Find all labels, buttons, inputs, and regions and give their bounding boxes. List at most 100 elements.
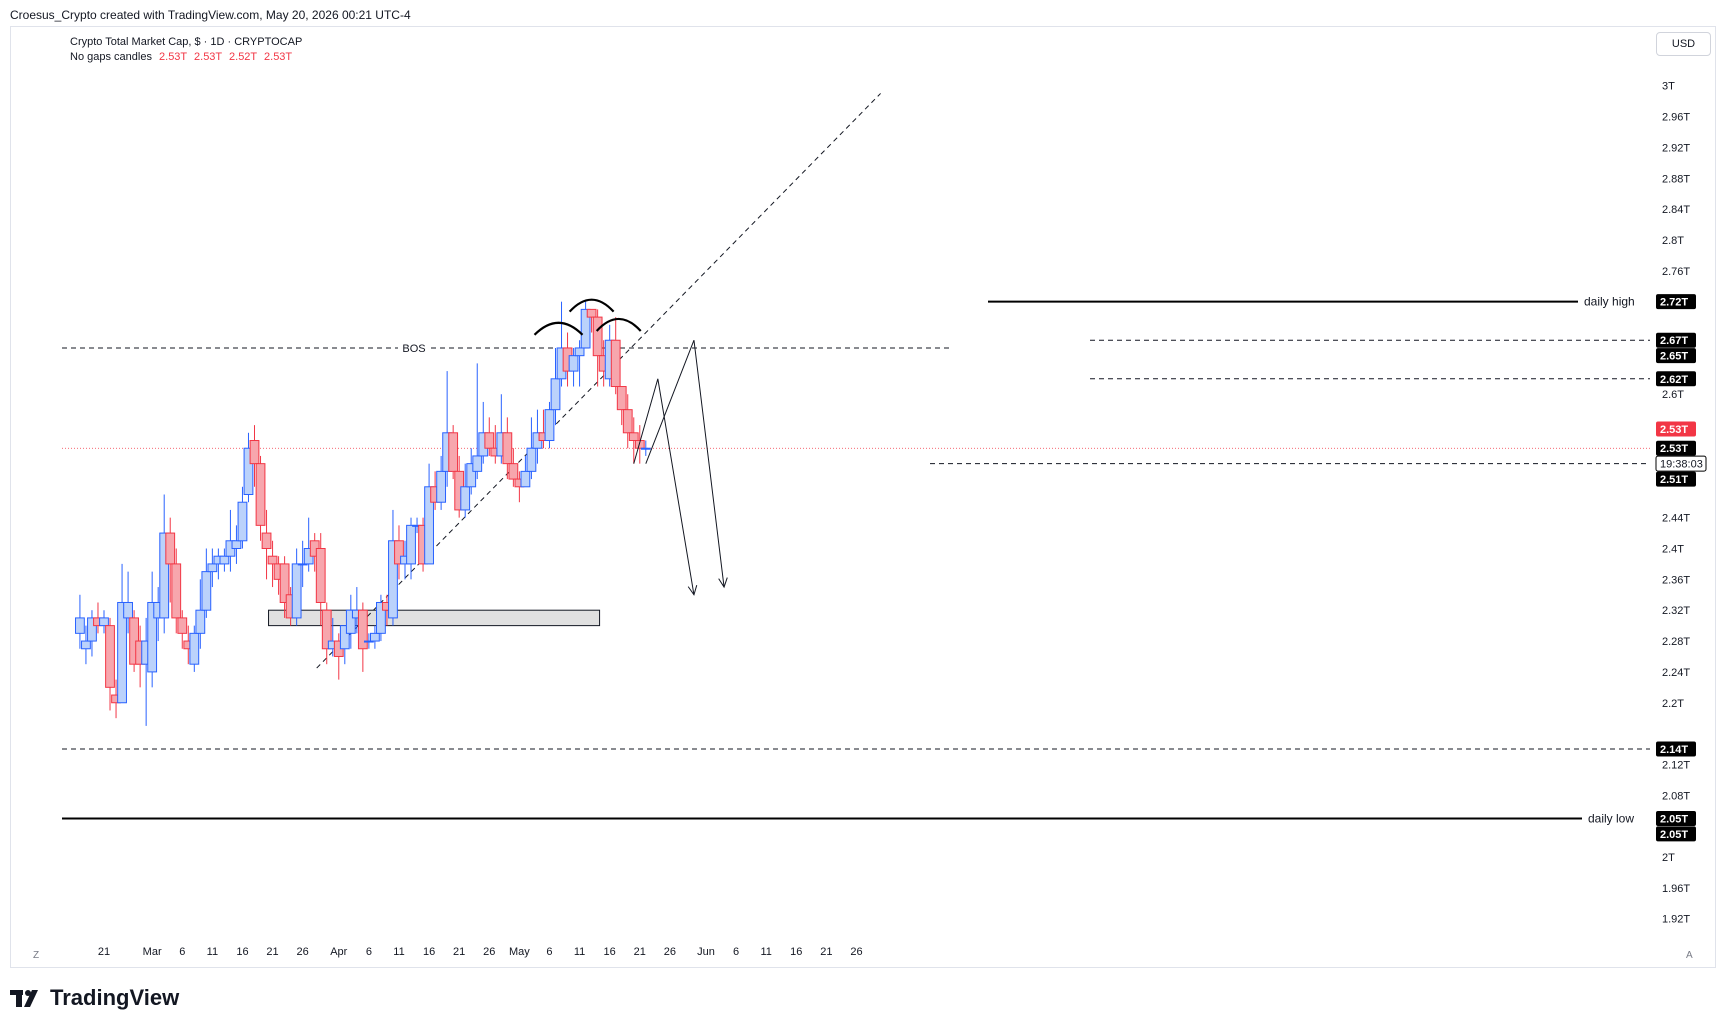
projection-path-2	[645, 340, 725, 588]
price-axis-label-bg	[1656, 332, 1696, 348]
legend-values: No gaps candles 2.53T 2.53T 2.52T 2.53T	[70, 50, 302, 65]
candle-body	[261, 532, 272, 549]
x-tick-label: 26	[297, 946, 309, 958]
y-tick-label: 2T	[1662, 852, 1675, 864]
price-axis-label-bg	[1656, 421, 1696, 437]
candle-body	[472, 455, 483, 472]
candle-body	[117, 601, 127, 704]
candle-body	[388, 540, 398, 619]
x-tick-label: 16	[423, 946, 435, 958]
candle-body	[165, 532, 176, 565]
y-tick-label: 2.2T	[1662, 698, 1684, 710]
candle-body	[249, 440, 260, 465]
candle-body	[177, 617, 188, 634]
candle-body	[616, 386, 627, 411]
candle-body	[550, 378, 561, 411]
legend-title: Crypto Total Market Cap, $ · 1D · CRYPTO…	[70, 36, 303, 48]
candle-body	[640, 447, 651, 450]
y-tick-label: 2.96T	[1662, 112, 1690, 124]
x-tick-label: Mar	[143, 946, 162, 958]
price-axis-label: 2.62T	[1660, 374, 1688, 386]
candle-body	[315, 547, 326, 603]
candle-body	[345, 609, 356, 634]
y-tick-label: 2.76T	[1662, 266, 1690, 278]
candle-body	[376, 601, 386, 634]
candle-body	[394, 540, 404, 565]
y-tick-label: 2.36T	[1662, 574, 1690, 586]
price-axis-label: 2.05T	[1660, 829, 1688, 841]
price-axis-label-bg	[1656, 371, 1696, 387]
y-tick-label: 2.24T	[1662, 667, 1690, 679]
y-tick-label: 1.92T	[1662, 914, 1690, 926]
price-axis-label-bg	[1656, 741, 1696, 757]
candle-body	[243, 447, 254, 496]
legend-low: 2.52T	[229, 51, 257, 63]
price-axis-label: 2.51T	[1660, 474, 1688, 486]
tradingview-logo-icon	[10, 990, 38, 1007]
candle-body	[75, 617, 85, 634]
candle-body	[586, 308, 597, 318]
candle-body	[484, 432, 495, 449]
price-axis-label: 19:38:03	[1660, 459, 1703, 471]
x-tick-label: May	[509, 946, 530, 958]
price-axis-label: 2.14T	[1660, 744, 1688, 756]
y-tick-label: 3T	[1662, 81, 1675, 93]
candle-body	[502, 432, 513, 465]
candle-body	[628, 432, 639, 442]
candle-body	[123, 601, 133, 619]
candle-body	[267, 555, 278, 565]
x-tick-label: 21	[98, 946, 110, 958]
price-axis-label: 2.53T	[1660, 424, 1688, 436]
ascending-trendline	[316, 93, 881, 669]
candle-body	[255, 463, 266, 526]
legend-subtitle: No gaps candles	[70, 51, 152, 63]
price-axis-label-bg	[1656, 348, 1696, 364]
candle-body	[195, 609, 206, 634]
y-tick-label: 2.44T	[1662, 513, 1690, 525]
y-tick-label: 1.96T	[1662, 883, 1690, 895]
candle-body	[297, 563, 308, 566]
price-chart[interactable]: 3T 2.96T 2.92T 2.88T 2.84T 2.8T 2.76T 2.6T 2.44T…	[0, 0, 1726, 980]
candle-body	[231, 540, 242, 549]
projection-path-1	[633, 378, 695, 595]
x-tick-label: 6	[546, 946, 552, 958]
candle-body	[171, 563, 182, 619]
auto-scale-toggle[interactable]: A	[1686, 950, 1693, 961]
head-arc	[568, 298, 615, 313]
y-tick-label: 2.84T	[1662, 204, 1690, 216]
candle-body	[339, 625, 350, 650]
price-axis-label: 2.67T	[1660, 335, 1688, 347]
chart-legend: Crypto Total Market Cap, $ · 1D · CRYPTO…	[70, 35, 302, 65]
price-axis-label-bg	[1655, 455, 1707, 472]
y-tick-label: 2.32T	[1662, 605, 1690, 617]
candle-body	[105, 625, 115, 688]
legend-open: 2.53T	[159, 51, 187, 63]
zoom-toggle[interactable]: Z	[33, 950, 40, 961]
candle-body	[201, 571, 212, 611]
candle-body	[466, 463, 477, 488]
price-axis-label: 2.65T	[1660, 351, 1688, 363]
x-tick-label: 6	[179, 946, 185, 958]
x-tick-label: 21	[453, 946, 465, 958]
candle-body	[592, 316, 603, 357]
candle-body	[424, 486, 434, 565]
tradingview-logo[interactable]: TradingView	[10, 985, 179, 1011]
x-tick-label: 11	[207, 946, 218, 958]
daily-low-label: daily low	[1588, 811, 1634, 825]
candle-body	[520, 470, 531, 488]
candle-body	[574, 347, 585, 357]
currency-button[interactable]: USD	[1656, 32, 1711, 56]
x-tick-label: Jun	[697, 946, 715, 958]
demand-zone	[268, 609, 601, 627]
y-tick-label: 2.88T	[1662, 173, 1690, 185]
candle-body	[219, 555, 230, 565]
candle-body	[189, 632, 200, 665]
candle-body	[508, 463, 519, 480]
x-tick-label: 26	[483, 946, 495, 958]
x-tick-label: 11	[760, 946, 771, 958]
candle-body	[460, 486, 471, 511]
candle-body	[406, 524, 416, 565]
candle-body	[634, 440, 645, 449]
y-tick-label: 2.6T	[1662, 389, 1684, 401]
x-tick-label: 26	[664, 946, 676, 958]
